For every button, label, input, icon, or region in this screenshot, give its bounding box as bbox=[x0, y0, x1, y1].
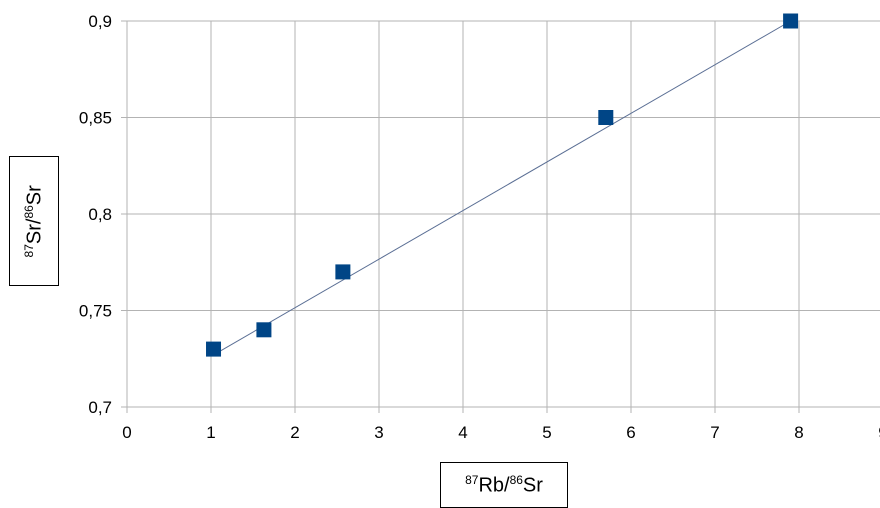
y-tick-label: 0,7 bbox=[88, 398, 112, 417]
data-point bbox=[783, 13, 799, 29]
y-tick-label: 0,8 bbox=[88, 205, 112, 224]
x-axis-label: 87Rb/86Sr bbox=[440, 462, 568, 508]
x-tick-label: 4 bbox=[458, 423, 467, 442]
data-point bbox=[206, 341, 222, 357]
trend-line bbox=[213, 20, 791, 356]
data-point bbox=[335, 264, 351, 280]
x-tick-label: 8 bbox=[794, 423, 803, 442]
x-tick-label: 7 bbox=[710, 423, 719, 442]
data-point bbox=[256, 322, 272, 338]
x-tick-label: 5 bbox=[542, 423, 551, 442]
y-axis-label: 87Sr/86Sr bbox=[9, 156, 59, 286]
x-tick-label: 1 bbox=[206, 423, 215, 442]
y-tick-label: 0,85 bbox=[79, 109, 112, 128]
data-point bbox=[598, 110, 614, 125]
x-tick-label: 6 bbox=[626, 423, 635, 442]
x-tick-label: 2 bbox=[290, 423, 299, 442]
x-tick-label: 3 bbox=[374, 423, 383, 442]
y-tick-label: 0,75 bbox=[79, 302, 112, 321]
data-series bbox=[206, 13, 799, 357]
x-tick-label: 0 bbox=[122, 423, 131, 442]
y-tick-label: 0,9 bbox=[88, 12, 112, 31]
grid-lines bbox=[127, 20, 880, 407]
axes bbox=[121, 20, 880, 413]
tick-labels: 0 1 2 3 4 5 6 7 8 9 0,7 0,75 0,8 0,85 0,9 bbox=[79, 12, 880, 442]
x-tick-label: 9 bbox=[878, 423, 880, 442]
